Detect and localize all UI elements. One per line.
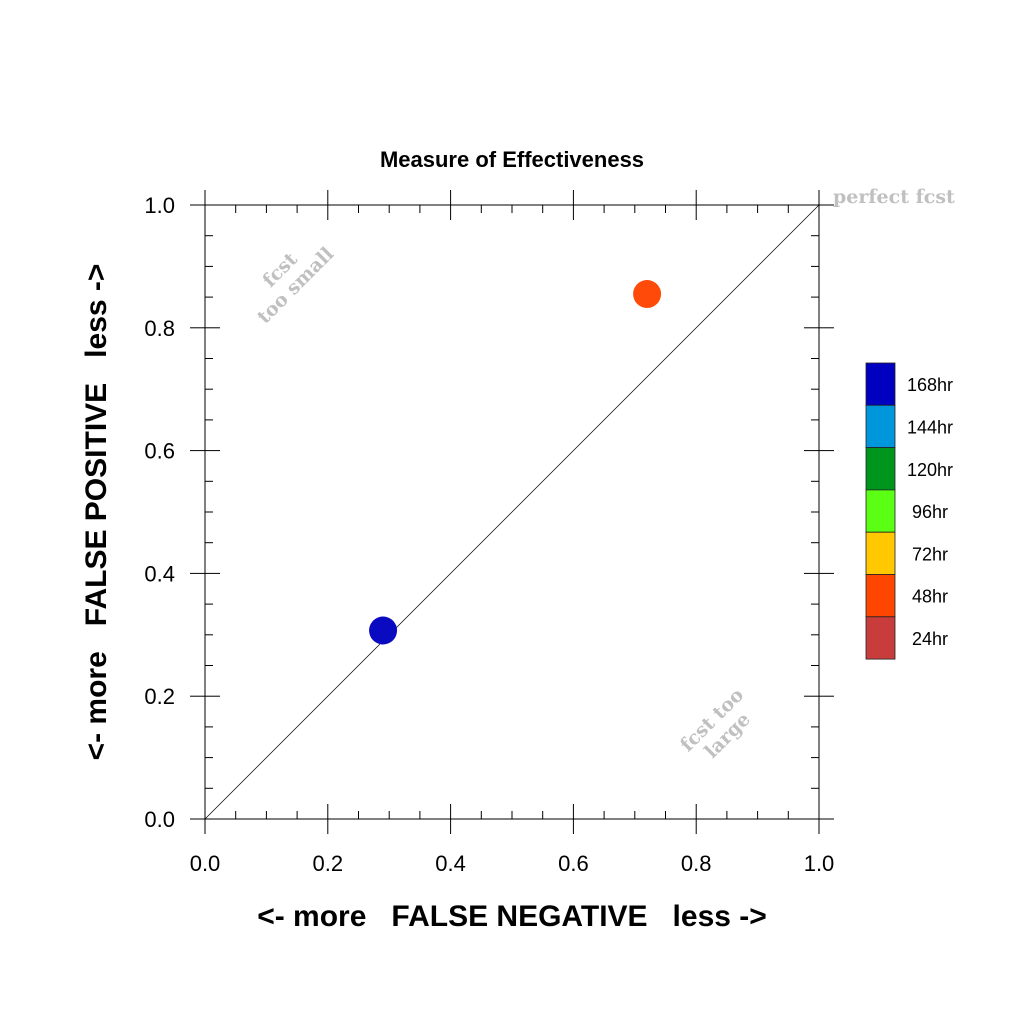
data-points — [369, 280, 662, 645]
annotation-perfect-fcst: perfect fcst — [833, 186, 955, 208]
data-point-168hr — [369, 616, 398, 645]
diagonal-line — [204, 204, 820, 820]
y-axis-label: <- more FALSE POSITIVE less -> — [80, 264, 113, 761]
x-tick-label: 0.6 — [558, 851, 589, 876]
legend-swatch-168hr — [865, 362, 896, 406]
y-tick-label: 0.8 — [144, 316, 175, 341]
chart-title: Measure of Effectiveness — [380, 147, 644, 172]
x-axis-label: <- more FALSE NEGATIVE less -> — [257, 900, 767, 933]
annotation-too-small-line2: too small — [253, 243, 338, 328]
y-tick-label: 1.0 — [144, 193, 175, 218]
annotation-too-large: fcst too large — [676, 684, 755, 763]
legend-label-24hr: 24hr — [912, 629, 948, 649]
legend-swatch-120hr — [865, 447, 896, 491]
data-point-48hr — [633, 280, 662, 309]
y-tick-label: 0.6 — [144, 439, 175, 464]
ticks — [190, 190, 834, 834]
legend-swatch-96hr — [865, 489, 896, 533]
legend-label-96hr: 96hr — [912, 502, 948, 522]
x-tick-label: 0.0 — [190, 851, 221, 876]
legend-label-48hr: 48hr — [912, 587, 948, 607]
annotation-too-small: fcst too small — [253, 243, 338, 328]
x-tick-label: 0.8 — [681, 851, 712, 876]
legend-label-72hr: 72hr — [912, 544, 948, 564]
y-tick-label: 0.2 — [144, 684, 175, 709]
x-tick-label: 1.0 — [804, 851, 835, 876]
legend-swatch-48hr — [865, 574, 896, 618]
legend-label-120hr: 120hr — [907, 460, 953, 480]
legend-label-144hr: 144hr — [907, 417, 953, 437]
legend-swatch-72hr — [865, 531, 896, 575]
legend-swatch-144hr — [865, 404, 896, 448]
legend: 168hr 144hr 120hr 96hr 72hr 48hr 24hr — [865, 362, 953, 660]
tick-labels: 0.0 0.2 0.4 0.6 0.8 1.0 0.0 0.2 0.4 0.6 0.8 1.0 — [144, 193, 834, 876]
x-tick-label: 0.2 — [313, 851, 344, 876]
legend-label-168hr: 168hr — [907, 375, 953, 395]
y-tick-label: 0.4 — [144, 561, 175, 586]
y-tick-label: 0.0 — [144, 807, 175, 832]
legend-swatch-24hr — [865, 616, 896, 660]
x-tick-label: 0.4 — [435, 851, 466, 876]
